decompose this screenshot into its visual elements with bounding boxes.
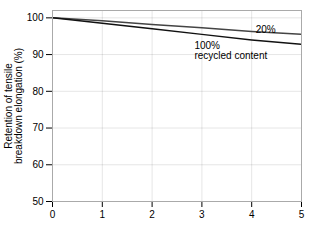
svg-text:100: 100 (27, 12, 44, 23)
svg-text:20%: 20% (256, 24, 276, 35)
svg-text:3: 3 (199, 209, 205, 220)
svg-text:5: 5 (299, 209, 305, 220)
svg-text:60: 60 (32, 159, 44, 170)
svg-text:0: 0 (50, 209, 56, 220)
svg-text:80: 80 (32, 86, 44, 97)
svg-text:Retention of tensilebreakdown: Retention of tensilebreakdown elongation… (3, 48, 24, 164)
svg-text:100%recycled content: 100%recycled content (194, 40, 267, 61)
svg-text:1: 1 (100, 209, 106, 220)
svg-text:2: 2 (149, 209, 155, 220)
svg-text:70: 70 (32, 122, 44, 133)
svg-text:90: 90 (32, 49, 44, 60)
svg-text:50: 50 (32, 196, 44, 207)
svg-text:4: 4 (249, 209, 255, 220)
